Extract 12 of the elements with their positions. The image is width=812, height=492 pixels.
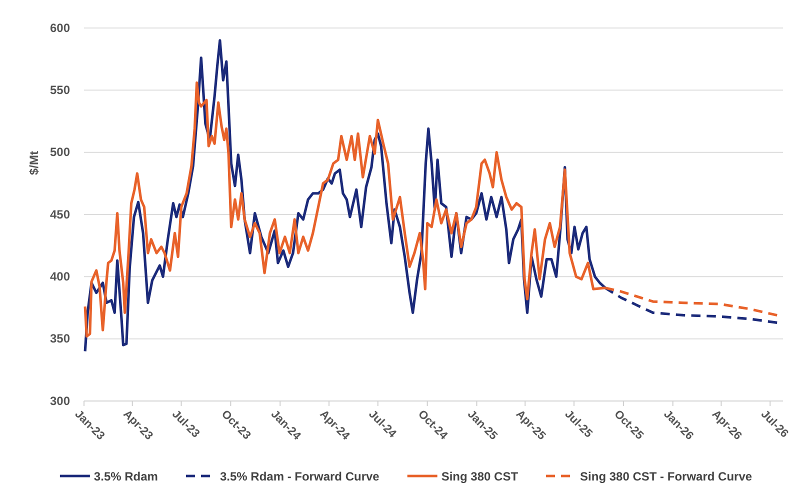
- y-tick-label: 450: [50, 207, 70, 222]
- y-axis-title: $/Mt: [27, 150, 41, 175]
- y-tick-label: 400: [50, 270, 70, 284]
- legend-label: 3.5% Rdam - Forward Curve: [220, 470, 380, 484]
- y-tick-label: 550: [50, 83, 70, 98]
- legend-label: Sing 380 CST - Forward Curve: [580, 470, 752, 484]
- y-tick-label: 300: [50, 394, 70, 408]
- legend-label: Sing 380 CST: [441, 470, 519, 484]
- legend-label: 3.5% Rdam: [94, 470, 158, 484]
- y-tick-label: 600: [50, 20, 70, 35]
- y-tick-label: 500: [50, 145, 70, 160]
- y-tick-label: 350: [50, 332, 70, 346]
